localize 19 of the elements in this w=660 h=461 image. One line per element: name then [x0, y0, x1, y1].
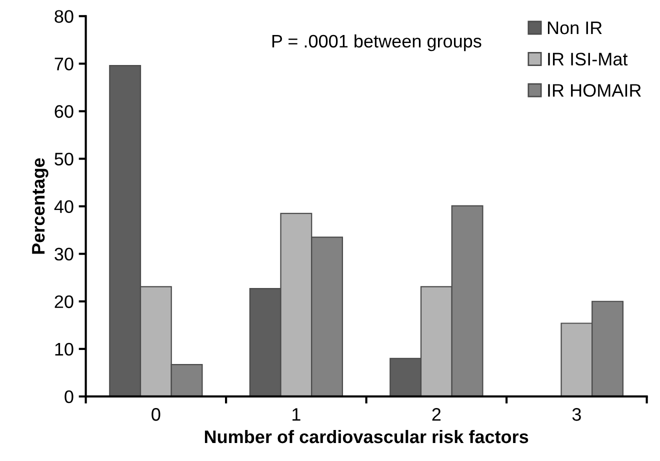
- x-tick-label: 1: [292, 408, 300, 421]
- x-axis-title: Number of cardiovascular risk factors: [204, 430, 528, 444]
- y-tick-label: 50: [54, 152, 74, 166]
- y-tick-label: 70: [54, 58, 74, 70]
- y-tick-label: 10: [55, 342, 74, 356]
- y-tick-label: 80: [54, 10, 74, 23]
- annotation: P = .0001 between groups: [272, 34, 482, 52]
- y-tick-label: 20: [54, 295, 74, 308]
- legend-label: IR ISI-Mat: [548, 52, 628, 66]
- y-tick-label: 60: [54, 105, 74, 118]
- legend-label: IR HOMAIR: [548, 84, 641, 97]
- legend-label: Non IR: [548, 22, 602, 34]
- y-tick-label: 0: [64, 390, 74, 404]
- x-tick-label: 3: [572, 408, 581, 421]
- x-tick-label: 0: [152, 408, 160, 421]
- y-tick-label: 40: [54, 200, 74, 214]
- x-tick-label: 2: [432, 408, 441, 421]
- y-tick-label: 30: [54, 248, 74, 261]
- y-axis-title: Percentage: [32, 158, 48, 254]
